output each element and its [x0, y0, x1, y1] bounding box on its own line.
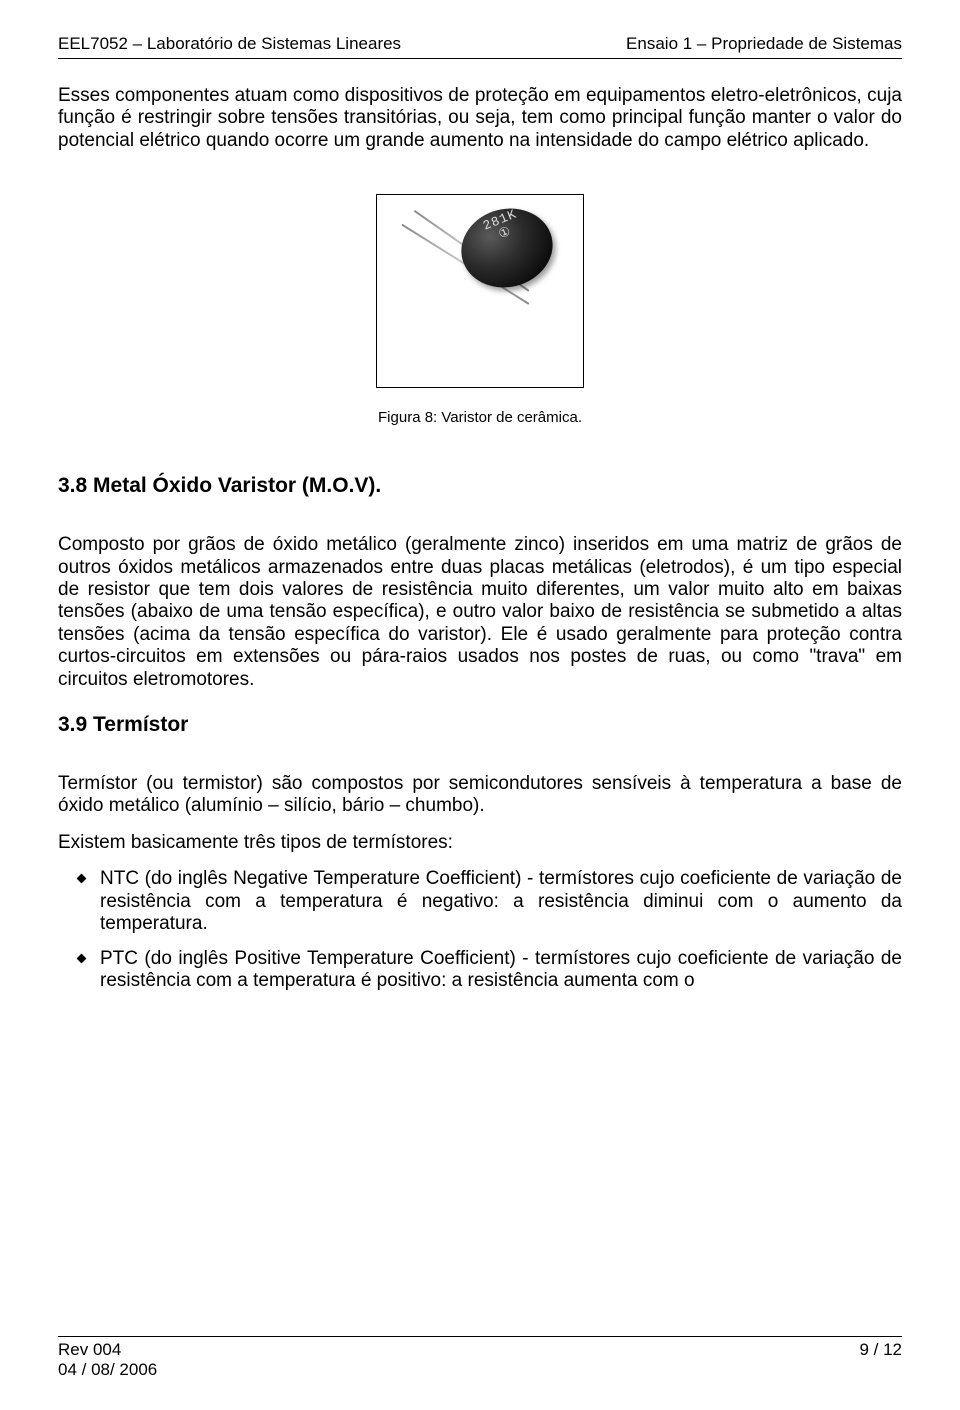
list-item: PTC (do inglês Positive Temperature Coef… — [82, 948, 902, 993]
header-rule — [58, 58, 902, 59]
paragraph-intro: Esses componentes atuam como dispositivo… — [58, 85, 902, 152]
paragraph-3-9-a: Termístor (ou termistor) são compostos p… — [58, 773, 902, 818]
header-right: Ensaio 1 – Propriedade de Sistemas — [626, 34, 902, 54]
footer-rule — [58, 1336, 902, 1337]
header-left: EEL7052 – Laboratório de Sistemas Linear… — [58, 34, 401, 54]
figure-8-image: 281K ① — [376, 194, 584, 388]
page-header: EEL7052 – Laboratório de Sistemas Linear… — [58, 34, 902, 54]
footer-page: 9 / 12 — [859, 1340, 902, 1360]
bullet-list-termistores: NTC (do inglês Negative Temperature Coef… — [58, 868, 902, 992]
page-footer: Rev 004 9 / 12 04 / 08/ 2006 — [58, 1336, 902, 1380]
heading-3-9: 3.9 Termístor — [58, 713, 902, 737]
list-item: NTC (do inglês Negative Temperature Coef… — [82, 868, 902, 935]
footer-rev: Rev 004 — [58, 1340, 121, 1360]
footer-date: 04 / 08/ 2006 — [58, 1360, 902, 1380]
figure-8-caption: Figura 8: Varistor de cerâmica. — [58, 409, 902, 426]
paragraph-3-8: Composto por grãos de óxido metálico (ge… — [58, 534, 902, 691]
heading-3-8: 3.8 Metal Óxido Varistor (M.O.V). — [58, 474, 902, 498]
figure-8: 281K ① Figura 8: Varistor de cerâmica. — [58, 194, 902, 426]
paragraph-3-9-b: Existem basicamente três tipos de termís… — [58, 832, 902, 854]
